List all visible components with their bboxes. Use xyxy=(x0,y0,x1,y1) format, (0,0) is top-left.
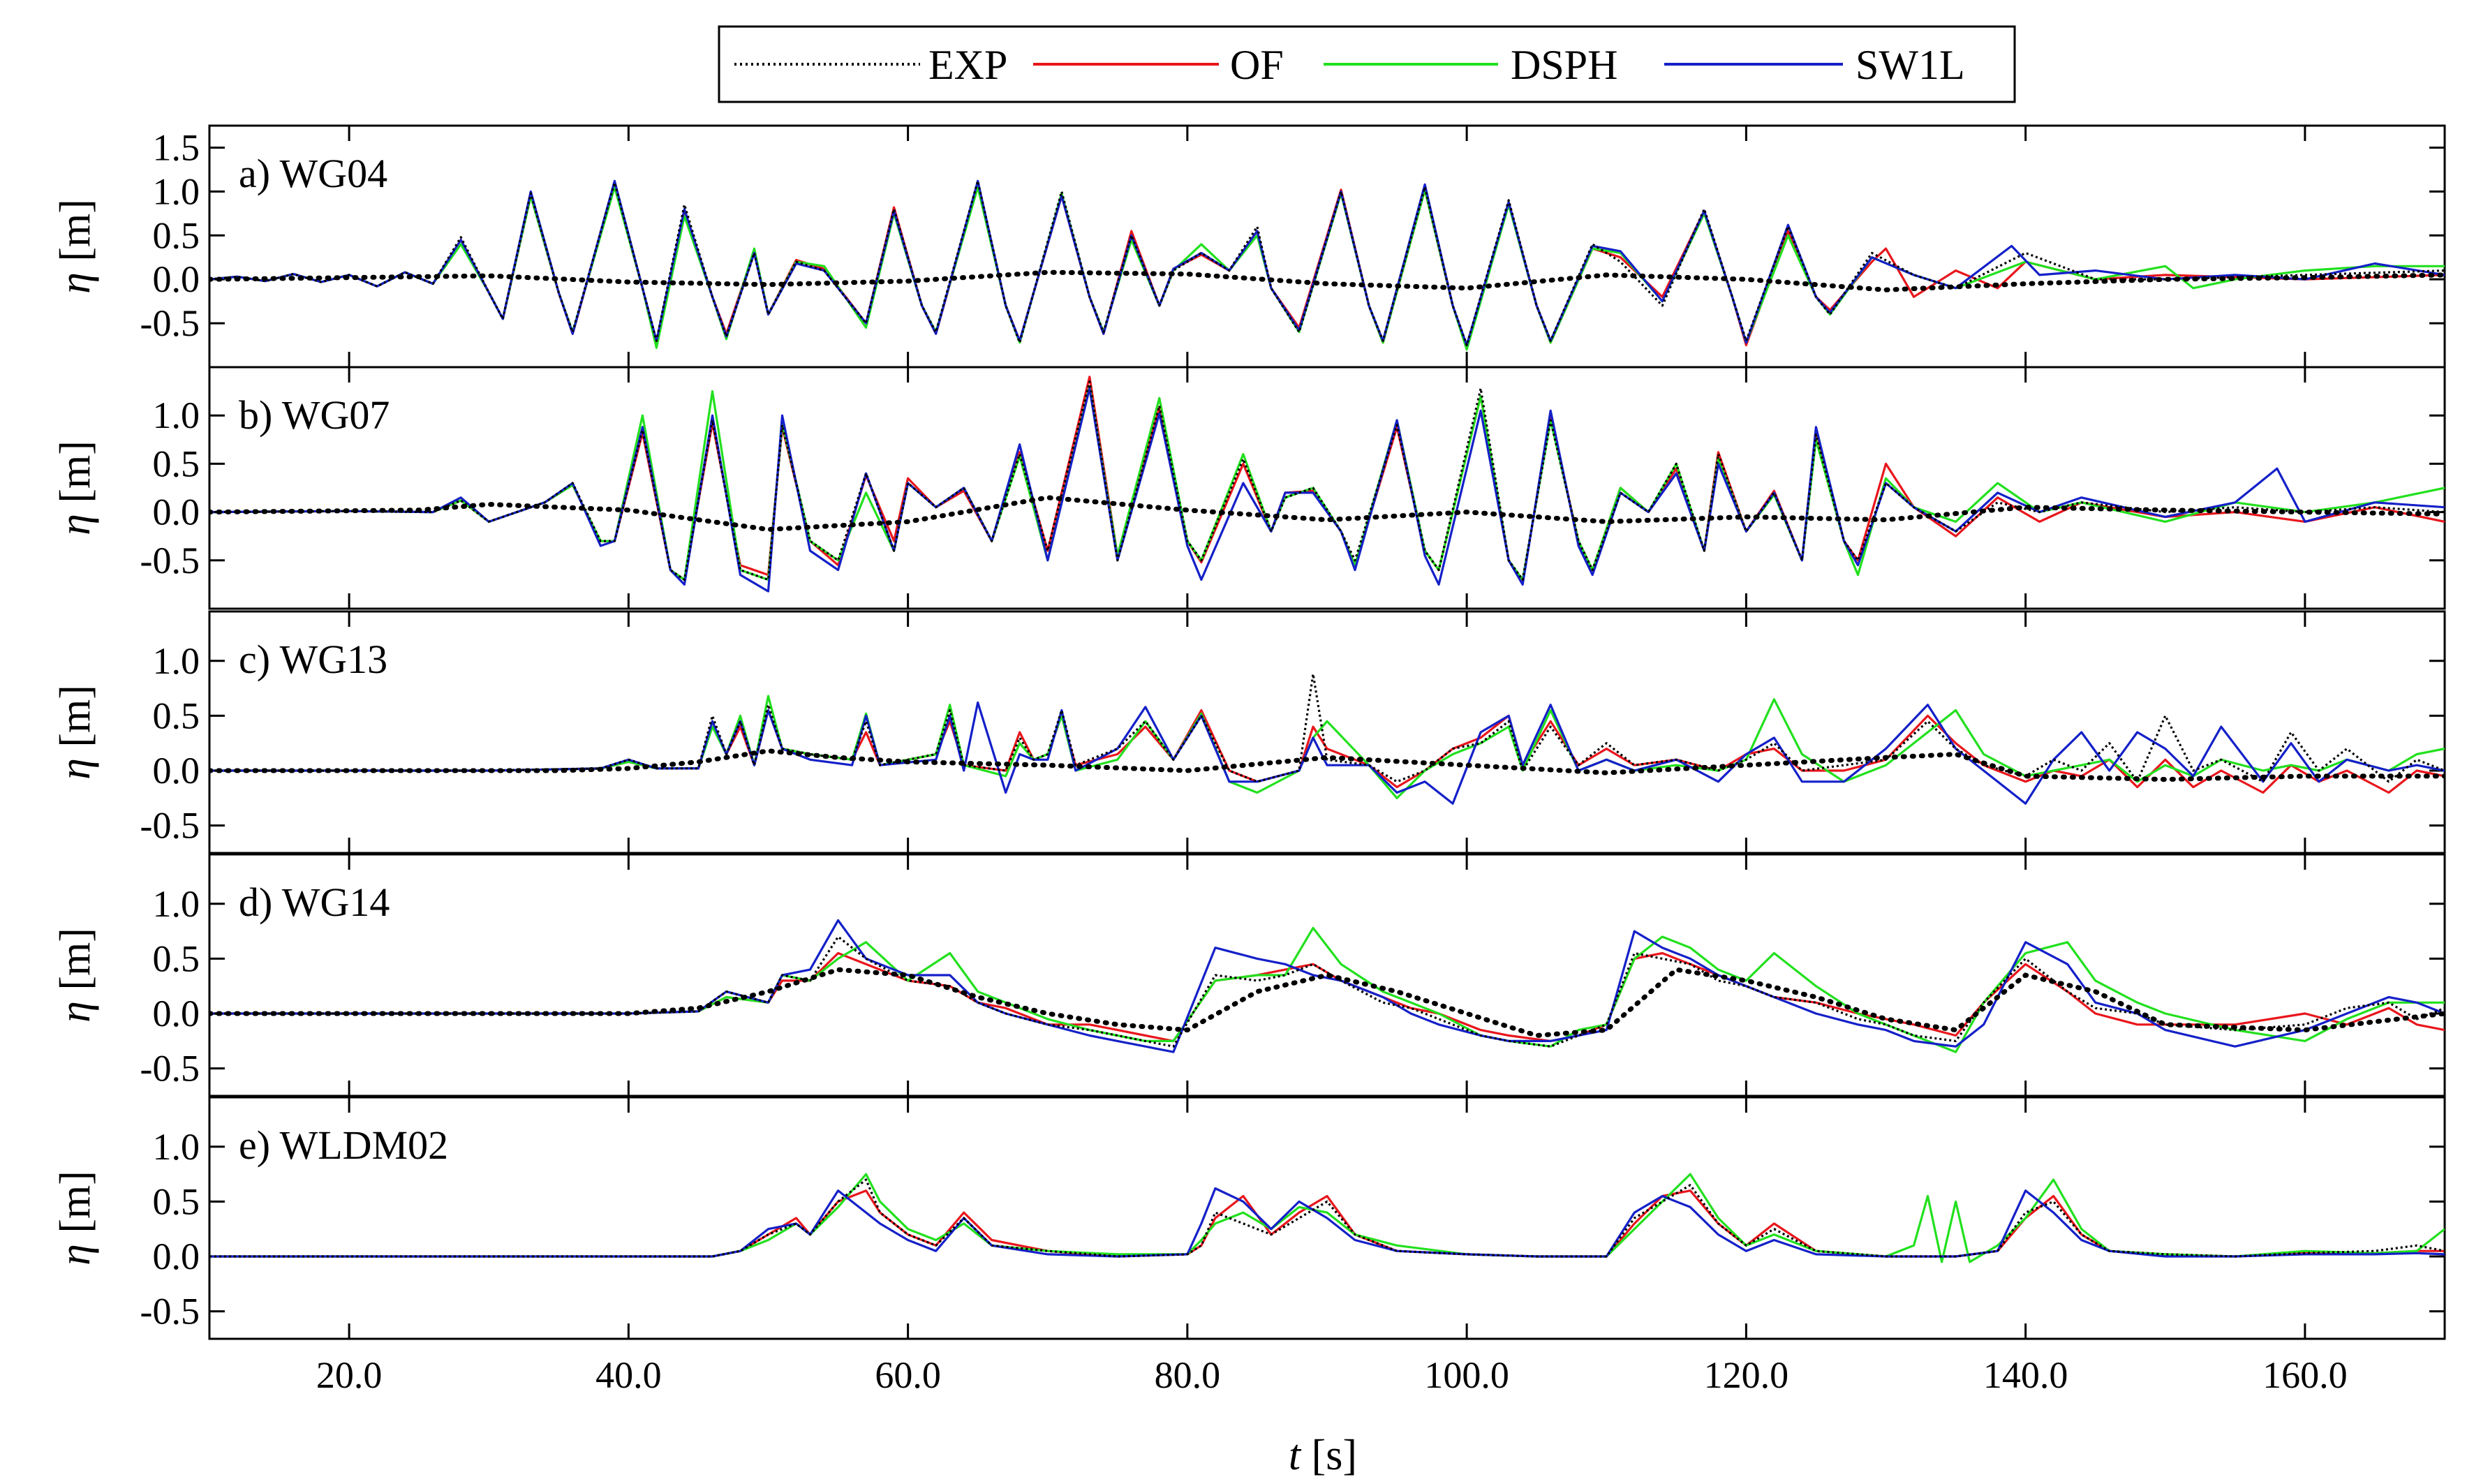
y-tick-label: 0.5 xyxy=(153,1180,200,1222)
panel-frame xyxy=(208,610,2446,854)
y-tick-label: 0.5 xyxy=(153,937,200,979)
y-axis-title-unit: [m] xyxy=(52,1171,99,1244)
legend-label-of: OF xyxy=(1230,42,1284,88)
legend-label-sw1l: SW1L xyxy=(1856,42,1965,88)
legend-entry-exp: EXP xyxy=(734,42,1007,88)
y-axis-title: η [m] xyxy=(52,199,99,294)
y-tick-label: 1.0 xyxy=(153,170,200,212)
panel-a-wg04: -0.50.00.51.01.5 η [m] a) WG04 xyxy=(52,124,2446,369)
panel-label: e) WLDM02 xyxy=(239,1122,448,1168)
series-dsph xyxy=(209,695,2445,799)
legend-entry-of: OF xyxy=(1033,42,1284,88)
series-exp xyxy=(209,179,2445,347)
panel-e-wldm02: -0.5 0.0 0.5 1.0 η [m] e) WLDM02 20.0 40.0 60.0 8… xyxy=(52,1096,2446,1396)
y-axis-title-var: η xyxy=(52,272,99,294)
panels: -0.50.00.51.01.5η [m]a) WG04-0.50.00.51.… xyxy=(52,124,2446,1396)
y-axis-title-var: η xyxy=(52,1244,99,1266)
y-tick-label: 0.5 xyxy=(153,443,200,484)
y-axis-title: η [m] xyxy=(52,440,99,535)
panel-label: d) WG14 xyxy=(239,880,390,925)
panel-label: a) WG04 xyxy=(239,151,387,196)
y-tick-label: 0.0 xyxy=(153,1236,200,1277)
legend-entry-dsph: DSPH xyxy=(1324,42,1617,88)
panel-d-wg14: -0.5 0.0 0.5 1.0 η [m] d) WG14 xyxy=(52,853,2446,1097)
panel-label: b) WG07 xyxy=(239,392,390,438)
series-exp xyxy=(209,1178,2445,1258)
legend: EXP OF DSPH SW1L xyxy=(718,25,2016,103)
series-exp xyxy=(209,935,2445,1048)
y-tick-label: 1.0 xyxy=(153,883,200,925)
y-tick-label: 0.0 xyxy=(153,750,200,792)
y-axis-title-unit: [m] xyxy=(52,440,99,514)
y-tick-label: 0.0 xyxy=(153,258,200,300)
panel-frame xyxy=(208,1096,2446,1340)
x-tick-label: 80.0 xyxy=(1155,1354,1221,1396)
y-axis-title-var: η xyxy=(52,1001,99,1023)
plot-area xyxy=(209,919,2445,1053)
x-tick-label: 60.0 xyxy=(875,1354,941,1396)
x-tick-label: 140.0 xyxy=(1983,1354,2068,1396)
y-tick-label: -0.5 xyxy=(140,1291,200,1333)
series-exp-trend xyxy=(209,748,2445,782)
y-tick-label: 1.0 xyxy=(153,1126,200,1168)
y-axis-title: η [m] xyxy=(52,1171,99,1266)
panel-frame xyxy=(208,853,2446,1097)
plot-area xyxy=(209,1173,2445,1263)
y-axis-title-unit: [m] xyxy=(52,685,99,758)
y-tick-label: 0.0 xyxy=(153,993,200,1034)
panel-b-wg07: -0.5 0.0 0.5 1.0 η [m] b) WG07 xyxy=(52,366,2446,610)
panel-label: c) WG13 xyxy=(239,637,387,682)
series-sw1l xyxy=(209,701,2445,805)
y-tick-label: 0.5 xyxy=(153,695,200,736)
series-exp xyxy=(209,673,2445,783)
x-tick-label: 20.0 xyxy=(316,1354,383,1396)
y-tick-label: -0.5 xyxy=(140,805,200,847)
y-tick-label: 1.0 xyxy=(153,640,200,682)
legend-entry-sw1l: SW1L xyxy=(1664,42,1965,88)
series-sw1l xyxy=(209,1187,2445,1258)
y-axis-title: η [m] xyxy=(52,685,99,780)
y-tick-label: -0.5 xyxy=(140,1048,200,1090)
y-tick-label: -0.5 xyxy=(140,540,200,581)
plot-area xyxy=(209,376,2445,593)
x-tick-label: 120.0 xyxy=(1704,1354,1789,1396)
y-axis-title-unit: [m] xyxy=(52,199,99,272)
y-tick-label: 0.5 xyxy=(153,214,200,256)
plot-area xyxy=(209,179,2445,351)
legend-label-dsph: DSPH xyxy=(1511,42,1617,88)
x-tick-label: 40.0 xyxy=(595,1354,662,1396)
y-tick-label: 1.0 xyxy=(153,394,200,436)
series-exp-trend xyxy=(209,495,2445,533)
panel-c-wg13: -0.5 0.0 0.5 1.0 η [m] c) WG13 xyxy=(52,610,2446,854)
x-axis-title-var: t xyxy=(1289,1432,1302,1479)
y-tick-label: 0.0 xyxy=(153,491,200,533)
series-exp-trend xyxy=(209,967,2445,1039)
y-axis-title: η [m] xyxy=(52,928,99,1023)
x-axis-title-unit: [s] xyxy=(1301,1432,1357,1479)
legend-label-exp: EXP xyxy=(928,42,1007,88)
series-exp-trend xyxy=(209,269,2445,292)
y-axis-title-unit: [m] xyxy=(52,928,99,1001)
x-axis-title: t [s] xyxy=(1289,1432,1357,1479)
plot-area xyxy=(209,673,2445,805)
y-axis-title-var: η xyxy=(52,514,99,535)
y-tick-label: -0.5 xyxy=(140,302,200,344)
x-tick-label: 100.0 xyxy=(1424,1354,1509,1396)
y-tick-label: 1.5 xyxy=(153,126,200,168)
y-axis-title-var: η xyxy=(52,758,99,780)
x-tick-label: 160.0 xyxy=(2262,1354,2348,1396)
